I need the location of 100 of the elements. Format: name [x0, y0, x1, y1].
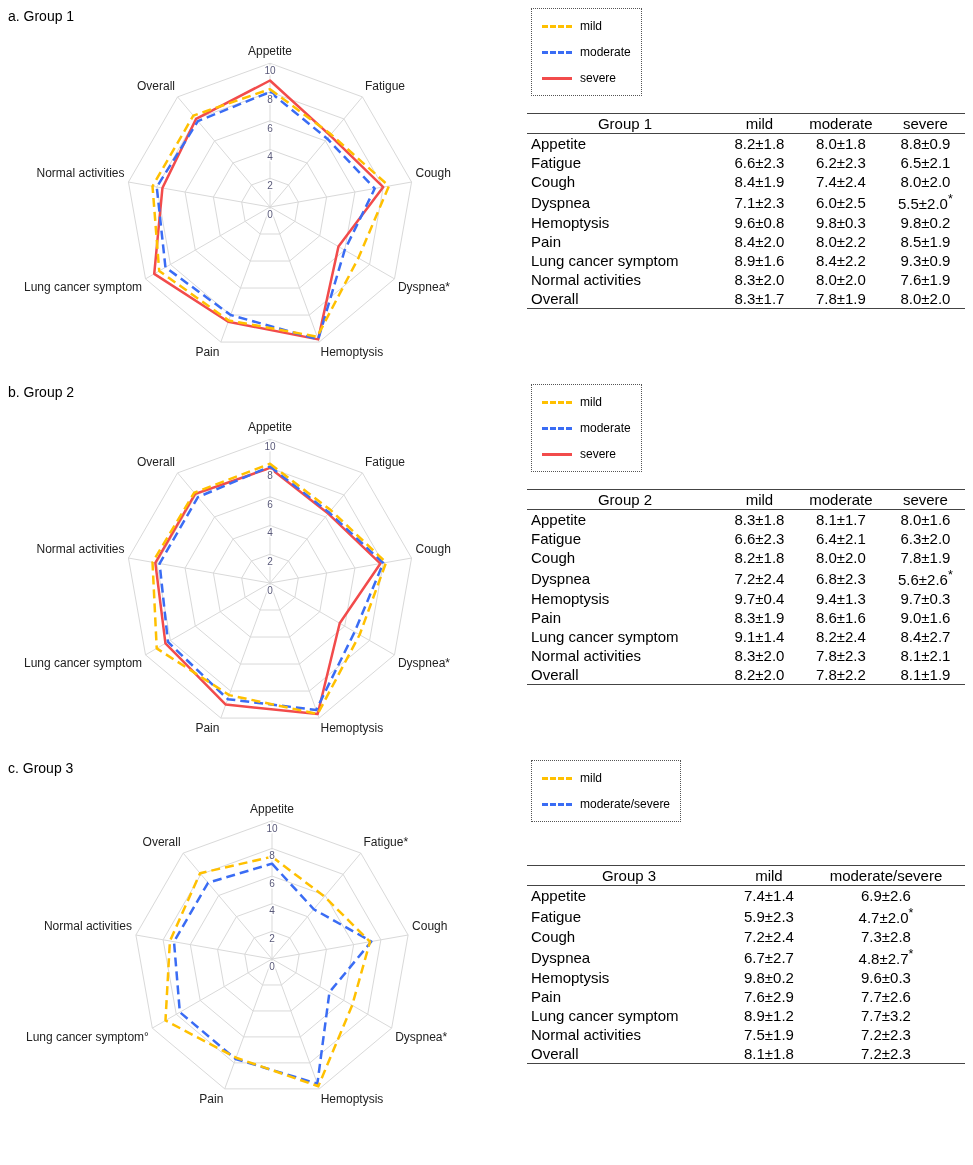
text: Cough [530, 172, 577, 191]
text: Normal activities [530, 270, 643, 289]
spoke-label: Fatigue [364, 454, 406, 469]
text: 8.3±1.9 [733, 608, 786, 627]
spoke-label: Appetite [247, 420, 293, 435]
text: Overall [530, 665, 580, 685]
text: Cough [530, 548, 577, 567]
spoke-label: Lung cancer symptom [23, 656, 143, 671]
text: Pain [530, 232, 563, 251]
text: 8.0±2.0 [814, 270, 867, 289]
y-tick-label: 4 [267, 527, 274, 539]
legend-label: mild [580, 771, 603, 785]
text: 6.2±2.3 [814, 153, 867, 172]
text: 7.2±2.3 [860, 1044, 912, 1064]
text: 6.6±2.3 [733, 153, 786, 172]
spoke-label: Cough [415, 542, 451, 557]
y-tick-label: 6 [269, 877, 276, 889]
text: 8.0±1.8 [814, 134, 867, 153]
text: 8.3±1.7 [733, 289, 786, 309]
text: 8.0±2.0 [899, 172, 952, 191]
text: Fatigue [530, 906, 583, 927]
text: 7.3±2.8 [860, 927, 912, 946]
text: 7.6±1.9 [899, 270, 952, 289]
text: Normal activities [530, 1025, 643, 1044]
text: moderate/severe [829, 867, 943, 884]
y-tick-label: 6 [267, 122, 274, 134]
text: 8.0±2.0 [899, 289, 952, 309]
text: mild [755, 867, 783, 884]
y-tick-label: 8 [269, 850, 276, 862]
y-tick-label: 10 [264, 65, 276, 77]
spoke-label: Hemoptysis [320, 1092, 384, 1107]
text: 7.2±2.3 [860, 1025, 912, 1044]
text: 5.5±2.0$^{*}$ [897, 191, 954, 213]
text: 8.9±1.6 [733, 251, 786, 270]
text: 8.9±1.2 [742, 1006, 795, 1025]
text: 4.7±2.0$^{*}$ [857, 905, 915, 927]
legend-label: moderate [580, 45, 631, 59]
text: 5.6±2.6$^{*}$ [897, 567, 954, 589]
text: Lung cancer symptom [530, 627, 680, 646]
text: Dyspnea [530, 947, 592, 968]
text: 9.7±0.4 [733, 589, 786, 608]
text: Lung cancer symptom [530, 1006, 680, 1025]
text: 7.2±2.4 [742, 927, 795, 946]
spoke-label: Appetite [249, 801, 295, 816]
text: Normal activities [530, 646, 643, 665]
text: 6.9±2.6 [860, 886, 912, 905]
y-tick-label: 0 [267, 584, 274, 596]
spoke-label: Dyspnea* [397, 656, 451, 671]
text: Pain [530, 987, 563, 1006]
text: 9.8±0.2 [742, 968, 795, 987]
text: 8.2±2.4 [814, 627, 867, 646]
text: Hemoptysis [530, 968, 611, 987]
text: 7.8±2.2 [814, 665, 867, 685]
text: 9.8±0.2 [899, 213, 952, 232]
text: 7.8±2.3 [814, 646, 867, 665]
spoke-label: Normal activities [36, 166, 125, 181]
text: Lung cancer symptom [530, 251, 680, 270]
text: 7.6±2.9 [742, 987, 795, 1006]
text: 6.5±2.1 [899, 153, 952, 172]
legend-label: moderate [580, 421, 631, 435]
spoke-label: Overall [142, 835, 181, 850]
y-tick-label: 6 [267, 498, 274, 510]
text: 6.6±2.3 [733, 529, 786, 548]
text: 8.1±1.9 [899, 665, 952, 685]
text: 9.8±0.3 [814, 213, 867, 232]
text: Cough [530, 927, 577, 946]
text: Overall [530, 289, 580, 309]
text: 8.1±1.8 [742, 1044, 795, 1064]
spoke-label: Pain [199, 1092, 224, 1107]
spoke-label: Hemoptysis [320, 345, 384, 360]
y-tick-label: 8 [267, 93, 274, 105]
y-tick-label: 0 [267, 208, 274, 220]
text: 6.8±2.3 [814, 568, 867, 589]
legend-label: mild [580, 19, 603, 33]
y-tick-label: 4 [267, 151, 274, 163]
text: mild [745, 491, 774, 508]
text: 9.3±0.9 [899, 251, 952, 270]
text: moderate [809, 115, 873, 132]
y-tick-label: 2 [269, 933, 276, 945]
text: 9.4±1.3 [814, 589, 867, 608]
text: 9.6±0.8 [733, 213, 786, 232]
text: Group 2 [596, 490, 654, 510]
y-tick-label: 0 [269, 960, 276, 972]
text: 5.9±2.3 [742, 906, 795, 927]
spoke-label: Lung cancer symptom° [25, 1029, 150, 1044]
text: 8.4±2.0 [733, 232, 786, 251]
text: 7.4±2.4 [814, 172, 867, 191]
text: Group 3 [600, 866, 658, 886]
text: 6.3±2.0 [899, 529, 952, 548]
spoke-label: Dyspnea* [397, 280, 451, 295]
spoke-label: Overall [137, 78, 176, 93]
text: Pain [530, 608, 563, 627]
spoke-label: Cough [412, 919, 448, 934]
spoke-label: Pain [195, 345, 220, 360]
spoke-label: Hemoptysis [320, 721, 384, 736]
y-tick-label: 10 [266, 822, 278, 834]
text: 8.4±2.2 [814, 251, 867, 270]
text: 7.7±2.6 [860, 987, 912, 1006]
text: 8.4±2.7 [899, 627, 952, 646]
chart-title: b. Group 2 [8, 384, 76, 402]
